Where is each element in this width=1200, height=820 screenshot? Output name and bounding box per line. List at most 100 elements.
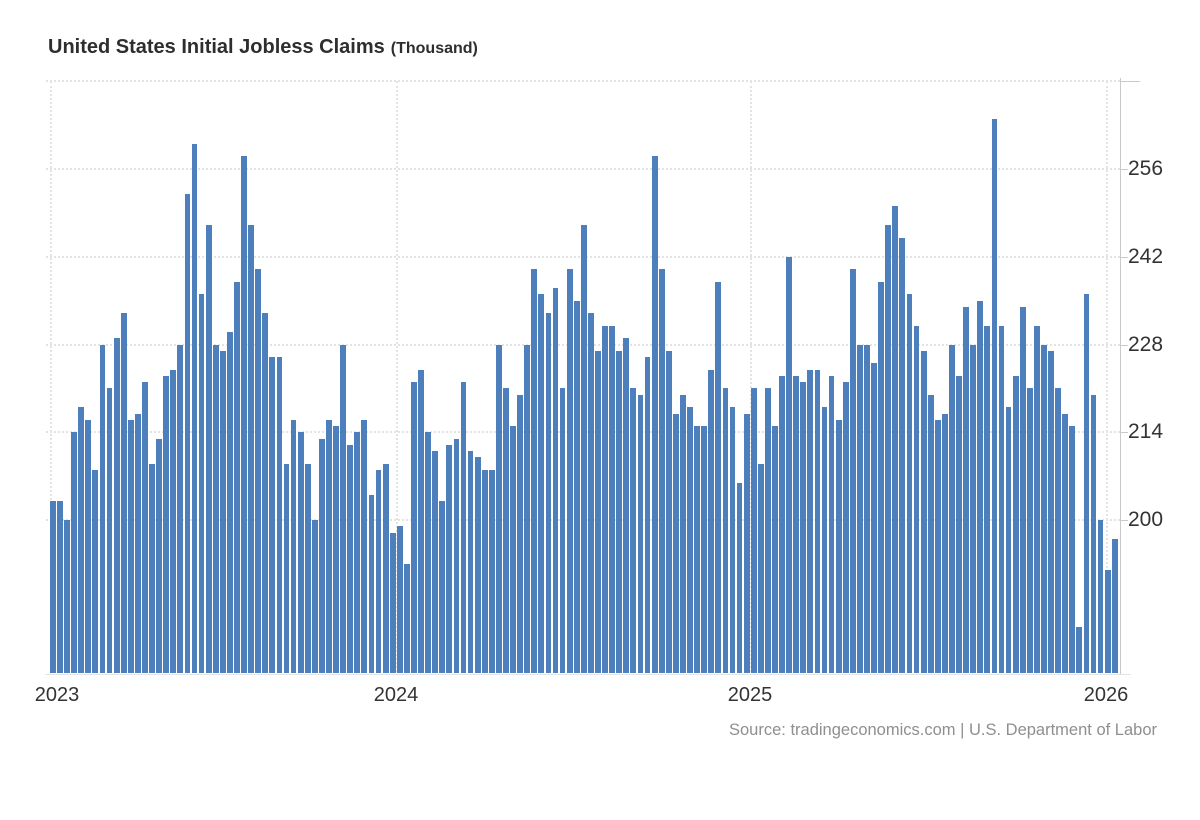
y-axis-tick — [1120, 520, 1128, 522]
claims-bar — [892, 206, 899, 673]
claims-bar — [828, 375, 835, 673]
claims-bar — [191, 143, 198, 673]
claims-bar — [595, 350, 601, 673]
claims-bar — [170, 369, 177, 673]
claims-bar — [665, 350, 672, 673]
claims-bar — [326, 419, 332, 673]
claims-bar — [163, 375, 170, 673]
claims-bar — [1026, 388, 1033, 673]
claims-bar — [545, 313, 552, 673]
claims-bar — [347, 444, 354, 673]
claims-bar — [672, 413, 679, 673]
claims-bar — [382, 463, 389, 673]
claims-bar — [1111, 538, 1118, 673]
claims-bar — [637, 394, 644, 673]
claims-bar — [297, 432, 304, 673]
claims-bar — [800, 382, 807, 673]
claims-bar — [694, 426, 700, 673]
claims-bar — [524, 344, 531, 673]
claims-bar — [764, 388, 771, 673]
claims-bar — [177, 344, 184, 673]
claims-bar — [255, 269, 262, 673]
claims-bar — [786, 256, 792, 673]
y-axis-tick — [1120, 344, 1128, 346]
claims-bar — [198, 294, 205, 673]
claims-bar — [623, 338, 630, 673]
claims-bar — [970, 344, 977, 673]
claims-bar — [1097, 520, 1104, 673]
claims-bar — [85, 419, 92, 673]
claims-bar — [205, 225, 212, 673]
claims-bar — [319, 438, 325, 673]
claims-bar — [849, 269, 856, 673]
claims-bar — [375, 469, 382, 673]
claims-bar — [283, 463, 290, 673]
claims-bar — [736, 482, 743, 673]
claims-bar — [722, 388, 729, 673]
y-axis-label: 214 — [1128, 420, 1164, 444]
claims-bar — [573, 300, 580, 673]
claims-bar — [998, 325, 1005, 673]
claims-bar — [658, 269, 665, 673]
claims-bar — [510, 426, 516, 673]
claims-bar — [750, 388, 757, 673]
claims-bar — [616, 350, 623, 673]
claims-bar — [1083, 294, 1090, 673]
claims-bar — [488, 469, 495, 673]
claims-bar — [814, 369, 821, 673]
claims-bar — [64, 520, 70, 673]
claims-bar — [701, 426, 708, 673]
claims-bar — [984, 325, 991, 673]
claims-bar — [517, 394, 523, 673]
claims-bar — [757, 463, 764, 673]
claims-bar — [1041, 344, 1047, 673]
claims-bar — [446, 444, 453, 673]
x-axis-label: 2026 — [1083, 684, 1129, 706]
chart-title-unit: (Thousand) — [390, 40, 478, 57]
y-axis-label: 228 — [1128, 332, 1164, 356]
claims-bar — [991, 118, 998, 673]
claims-bar — [779, 375, 785, 673]
claims-bar — [432, 451, 439, 673]
claims-bar — [559, 388, 566, 673]
claims-bar — [566, 269, 573, 673]
claims-bar — [588, 313, 594, 673]
claims-bar — [531, 269, 538, 673]
claims-bar — [134, 413, 141, 673]
chart-title-text: United States Initial Jobless Claims — [48, 36, 385, 58]
claims-bar — [269, 357, 276, 673]
claims-bar — [743, 413, 750, 673]
claims-bar — [481, 469, 488, 673]
claims-bar — [687, 407, 693, 673]
claims-bar — [977, 300, 984, 673]
claims-bar — [474, 457, 481, 673]
claims-bar — [78, 407, 85, 673]
y-gridline — [46, 80, 1120, 82]
claims-bar — [941, 413, 948, 673]
x-axis-label: 2024 — [373, 684, 419, 706]
year-gridline — [1106, 81, 1108, 672]
claims-bar — [878, 281, 885, 673]
y-axis-tick — [1120, 81, 1140, 82]
claims-bar — [241, 156, 247, 673]
claims-bar — [821, 407, 828, 673]
claims-bar — [389, 532, 396, 673]
claims-bar — [680, 394, 686, 673]
claims-bar — [1019, 306, 1026, 673]
claims-bar — [651, 156, 658, 673]
claims-bar — [290, 419, 297, 673]
x-axis-line — [45, 674, 1131, 675]
claims-bar — [142, 382, 148, 673]
claims-bar — [304, 463, 311, 673]
claims-bar — [425, 432, 431, 673]
claims-bar — [552, 288, 559, 673]
year-gridline — [50, 81, 52, 672]
claims-bar — [1033, 325, 1040, 673]
y-axis-label: 242 — [1128, 244, 1164, 268]
claims-bar — [311, 520, 318, 673]
claims-bar — [212, 344, 219, 673]
claims-bar — [906, 294, 913, 673]
claims-bar — [439, 501, 446, 673]
